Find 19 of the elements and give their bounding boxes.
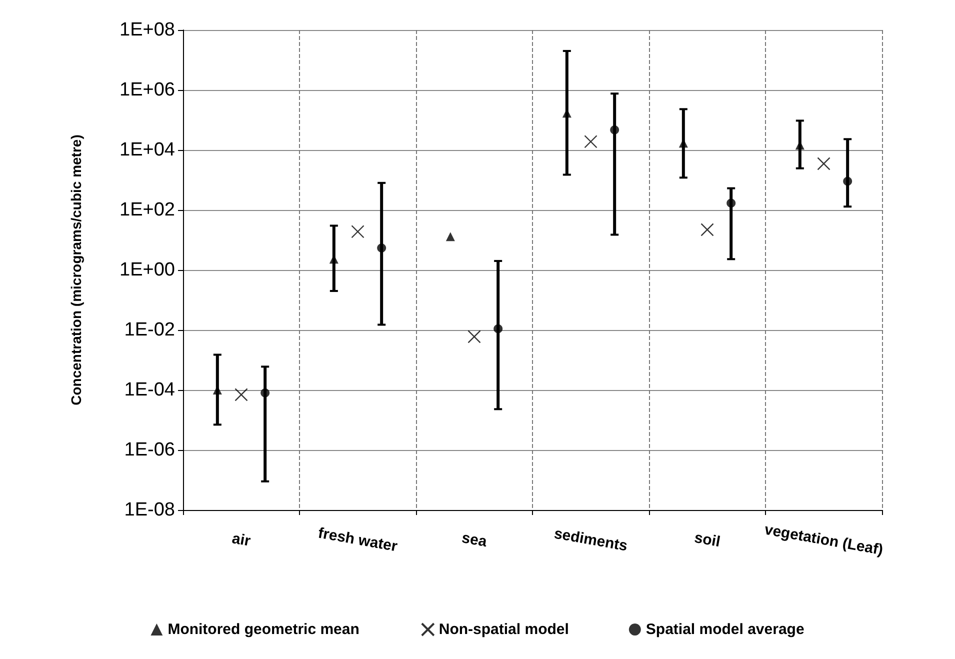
legend-label: Non-spatial model — [438, 621, 569, 638]
x-tick-label: soil — [693, 529, 722, 551]
legend-label: Monitored geometric mean — [168, 621, 360, 638]
x-tick-label: sediments — [552, 525, 629, 555]
y-tick-label: 1E+08 — [120, 20, 175, 40]
y-tick-label: 1E-08 — [124, 500, 175, 520]
y-tick-label: 1E+02 — [120, 200, 175, 220]
legend-label: Spatial model average — [646, 621, 804, 638]
y-tick-label: 1E-06 — [124, 440, 175, 460]
x-tick-label: fresh water — [316, 524, 399, 556]
y-axis-title: Concentration (micrograms/cubic metre) — [68, 134, 84, 406]
x-tick-label: vegetation (Leaf) — [763, 521, 884, 559]
x-tick-label: sea — [460, 529, 489, 551]
y-tick-label: 1E-02 — [124, 320, 175, 340]
x-tick-label: air — [230, 530, 252, 550]
y-tick-label: 1E-04 — [124, 380, 176, 400]
y-tick-label: 1E+04 — [120, 140, 176, 160]
y-tick-label: 1E+00 — [120, 260, 175, 280]
y-tick-label: 1E+06 — [120, 80, 175, 100]
